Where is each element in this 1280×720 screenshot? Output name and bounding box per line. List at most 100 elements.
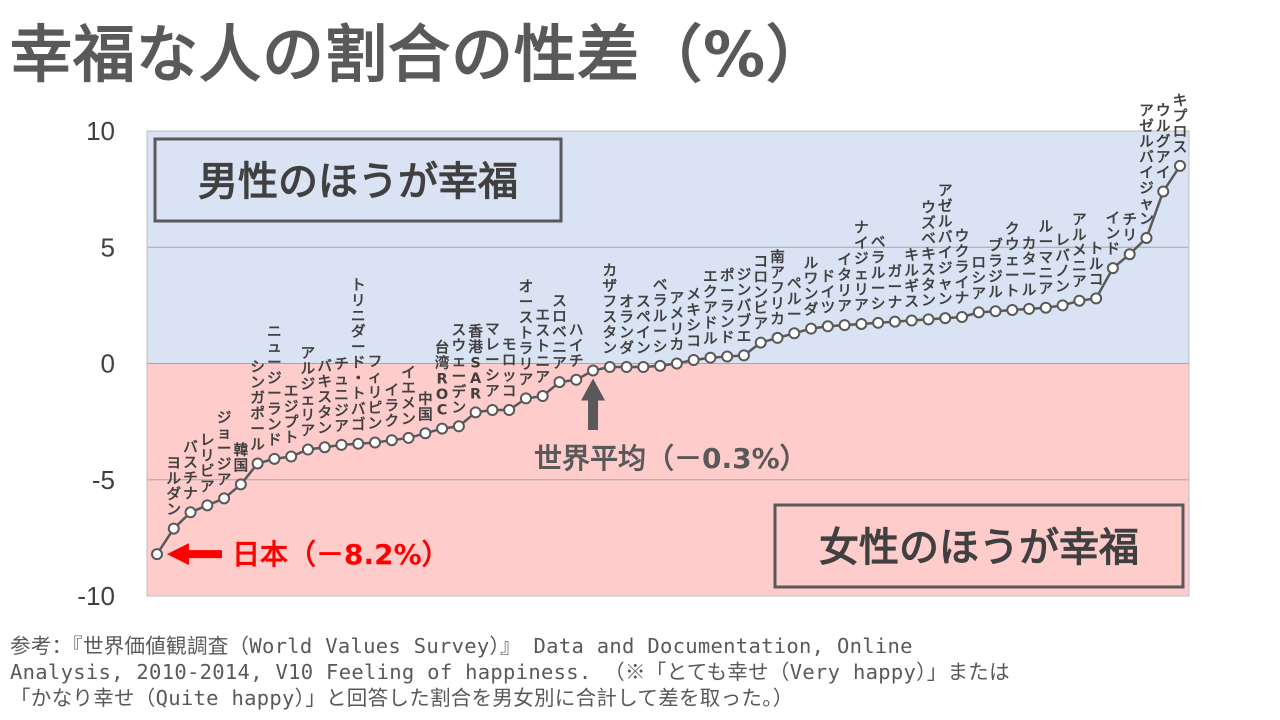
y-tick-label: 10 <box>86 116 115 146</box>
data-point <box>922 313 935 326</box>
y-tick-label: -10 <box>77 581 115 611</box>
point-label: ウルグアイ <box>1156 102 1171 181</box>
point-label: フィリピン <box>368 355 383 433</box>
plot-border <box>146 130 1190 597</box>
data-point <box>151 548 163 561</box>
data-point <box>1073 294 1086 307</box>
point-label: インド <box>1106 211 1121 258</box>
point-label: メキシコ <box>686 288 701 351</box>
point-label: キプロス <box>1173 93 1188 156</box>
data-point <box>821 320 834 333</box>
data-point <box>553 376 566 389</box>
data-point <box>218 492 231 505</box>
data-point <box>955 311 968 323</box>
data-point <box>167 522 180 535</box>
data-point <box>972 306 985 319</box>
data-point <box>536 390 549 403</box>
data-point <box>1056 299 1069 312</box>
data-point <box>369 436 382 449</box>
data-point <box>385 434 398 447</box>
point-label: クウェート <box>1005 221 1020 300</box>
point-label: トリニダード・トバゴ <box>351 278 366 434</box>
data-point <box>805 322 818 335</box>
data-point <box>654 359 667 372</box>
women-happier-label: 女性のほうが幸福 <box>819 525 1139 571</box>
data-point <box>1123 248 1136 261</box>
data-point <box>838 319 851 332</box>
point-label: チリ <box>1122 212 1137 245</box>
data-point <box>251 457 264 470</box>
data-point <box>1090 292 1103 305</box>
point-label: ペルー <box>787 276 802 323</box>
point-label: 中国 <box>418 390 433 424</box>
point-label: シンガポール <box>250 360 265 454</box>
point-label: ルーマニア <box>1039 220 1054 298</box>
footnote-line-3: 「かなり幸せ（Quite happy）」と回答した割合を男女別に合計して差を取っ… <box>10 686 794 710</box>
point-label: ナイジェリア <box>854 219 869 314</box>
y-tick-label: 5 <box>101 232 115 262</box>
point-label: チュニジア <box>334 356 349 435</box>
point-label: 香港 S A R <box>468 322 483 402</box>
point-label: スウェーデン <box>452 323 467 417</box>
data-point <box>1157 185 1170 198</box>
point-label: エクアドル <box>703 270 718 348</box>
data-point <box>687 354 700 367</box>
y-tick-label: -5 <box>92 465 115 495</box>
data-point <box>637 360 650 373</box>
point-label: 韓国 <box>234 441 249 475</box>
point-label: ロシア <box>972 255 987 302</box>
point-label: ウズベキスタン <box>921 199 936 309</box>
point-label: ジョージア <box>217 410 232 488</box>
point-label: ブラジル <box>988 237 1003 302</box>
point-label: アルメニア <box>1072 213 1087 291</box>
data-point <box>1174 159 1186 172</box>
data-point <box>318 441 331 454</box>
data-point <box>1006 304 1019 317</box>
data-point <box>670 357 683 370</box>
point-label: ジンバブエ <box>737 267 752 345</box>
point-label: エジプト <box>284 384 299 447</box>
data-point <box>721 350 734 363</box>
data-point <box>402 431 415 444</box>
japan-arrow <box>167 543 222 566</box>
data-point <box>469 406 482 419</box>
data-point <box>285 450 298 463</box>
data-point <box>939 312 952 325</box>
point-label: ベラルーシ <box>653 278 668 356</box>
data-point <box>587 364 600 377</box>
data-point <box>888 315 901 328</box>
data-point <box>1140 231 1153 244</box>
point-label: アルジェリア <box>301 346 316 440</box>
data-point <box>201 499 214 512</box>
data-point <box>771 331 784 344</box>
point-label: レリビア <box>200 433 215 496</box>
data-point <box>788 327 801 340</box>
page-title: 幸福な人の割合の性差（%） <box>10 18 830 91</box>
data-point <box>352 437 365 450</box>
point-label: エストニア <box>535 308 550 386</box>
data-point <box>519 392 532 405</box>
point-label: ガーナ <box>888 264 903 312</box>
point-label: 台湾 R O C <box>435 339 450 419</box>
data-point <box>1106 262 1119 275</box>
point-label: マレーシア <box>485 322 500 400</box>
point-label: レバノン <box>1055 233 1070 296</box>
data-point <box>872 316 885 329</box>
data-point <box>603 360 616 373</box>
japan-label: 日本（－8.2%） <box>232 538 450 571</box>
point-label: オランダ <box>619 293 634 357</box>
data-point <box>436 422 449 435</box>
point-label: ポーランド <box>720 267 735 347</box>
point-label: カザフスタン <box>603 262 618 357</box>
point-label: ヨルダン <box>167 456 182 519</box>
data-point <box>1023 302 1036 315</box>
data-point <box>570 373 583 386</box>
point-label: 南アフリカ <box>770 248 785 328</box>
men-happier-label: 男性のほうが幸福 <box>198 159 518 205</box>
world-average-label: 世界平均（－0.3%） <box>534 442 808 475</box>
point-label: スペイン <box>636 294 651 357</box>
data-point <box>452 420 465 433</box>
point-label: バスチナ <box>183 439 198 503</box>
data-point <box>704 351 717 364</box>
point-label: アゼルバイジャン <box>1139 103 1154 228</box>
